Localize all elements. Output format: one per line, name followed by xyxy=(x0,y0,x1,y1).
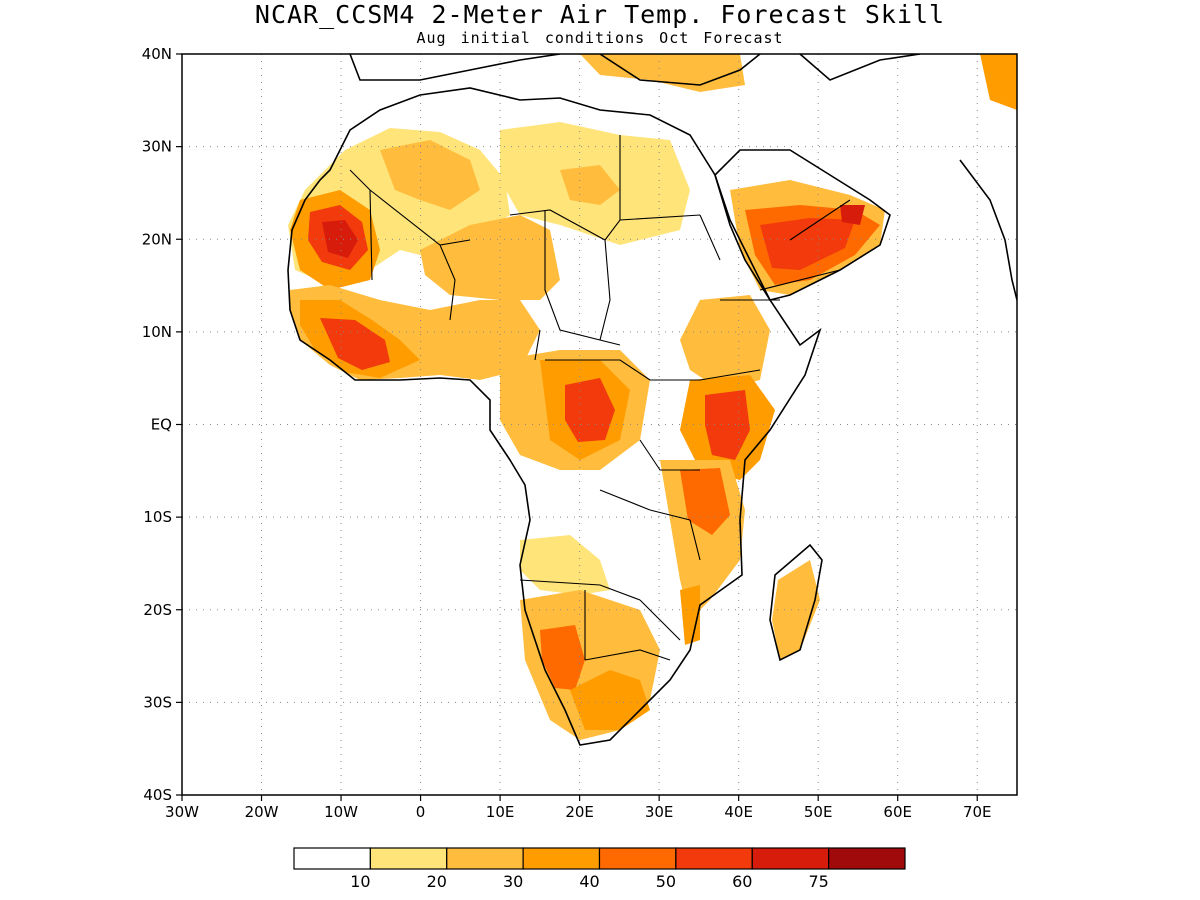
lon-tick-label: 40E xyxy=(724,803,753,821)
colorbar-swatch xyxy=(522,847,601,870)
longitude-axis: 30W 20W 10W 0 10E 20E 30E 40E 50E 60E 70E xyxy=(165,795,992,821)
colorbar-swatch xyxy=(828,847,906,870)
lat-tick-label: 10S xyxy=(143,508,172,526)
india-coastline xyxy=(959,159,1017,301)
colorbar: 10 20 30 40 50 60 75 xyxy=(293,847,906,891)
skill-region-angola xyxy=(520,535,610,595)
chart-subtitle: Aug initial conditions Oct Forecast xyxy=(416,29,784,47)
colorbar-label: 30 xyxy=(503,872,523,891)
skill-region-oman xyxy=(840,205,865,225)
lon-tick-label: 70E xyxy=(963,803,992,821)
colorbar-swatch xyxy=(293,847,371,870)
lat-tick-label: 30N xyxy=(142,138,172,156)
border-lines xyxy=(349,135,851,661)
skill-region-north-strip xyxy=(580,54,745,92)
colorbar-label: 60 xyxy=(732,872,752,891)
lat-tick-label: 30S xyxy=(143,693,172,711)
lat-tick-label: EQ xyxy=(151,416,172,434)
lon-tick-label: 10E xyxy=(486,803,515,821)
skill-region-tanzania-core xyxy=(680,468,730,535)
colorbar-swatch xyxy=(675,847,753,870)
skill-region-arabia-core xyxy=(760,218,855,270)
skill-region-egypt-inner xyxy=(560,165,620,205)
skill-region-south-africa xyxy=(570,670,650,730)
skill-region-namibia-core xyxy=(540,625,585,690)
madagascar-coastline xyxy=(769,543,823,662)
skill-region-mauritania-peak xyxy=(322,220,358,258)
arabia-coastline xyxy=(714,149,891,301)
skill-shading xyxy=(288,54,1017,740)
lat-tick-label: 10N xyxy=(142,323,172,341)
country-borders xyxy=(349,135,851,661)
chart-title: NCAR_CCSM4 2-Meter Air Temp. Forecast Sk… xyxy=(254,0,946,29)
colorbar-label: 75 xyxy=(808,872,828,891)
skill-region-congo-core xyxy=(565,378,615,442)
skill-region-guinea-core xyxy=(320,318,390,370)
colorbar-label: 10 xyxy=(350,872,370,891)
colorbar-swatch xyxy=(446,847,524,870)
colorbar-swatch xyxy=(369,847,448,870)
lat-tick-label: 20N xyxy=(142,230,172,248)
lon-tick-label: 20W xyxy=(245,803,279,821)
colorbar-label: 50 xyxy=(656,872,676,891)
europe-coastline xyxy=(349,54,921,86)
coastlines xyxy=(287,54,1017,746)
colorbar-swatch xyxy=(598,847,677,870)
skill-region-sahara-inner xyxy=(380,140,480,210)
lon-tick-label: 60E xyxy=(883,803,912,821)
colorbar-label: 20 xyxy=(427,872,447,891)
lon-tick-label: 30E xyxy=(645,803,674,821)
skill-region-ethiopia xyxy=(680,295,770,390)
lat-tick-label: 20S xyxy=(143,601,172,619)
africa-coastline xyxy=(287,87,822,746)
lon-tick-label: 20E xyxy=(565,803,594,821)
lat-tick-label: 40N xyxy=(142,45,172,63)
skill-region-kenya-core xyxy=(705,390,750,460)
skill-region-madagascar xyxy=(772,560,820,660)
lat-tick-label: 40S xyxy=(143,786,172,804)
latitude-axis: 40N 30N 20N 10N EQ 10S 20S 30S 40S xyxy=(142,45,182,804)
colorbar-label: 40 xyxy=(579,872,599,891)
lon-tick-label: 30W xyxy=(165,803,199,821)
colorbar-swatch xyxy=(751,847,830,870)
lon-tick-label: 10W xyxy=(324,803,358,821)
lon-tick-label: 50E xyxy=(804,803,833,821)
skill-region-iran xyxy=(980,54,1017,110)
lon-tick-label: 0 xyxy=(416,803,426,821)
